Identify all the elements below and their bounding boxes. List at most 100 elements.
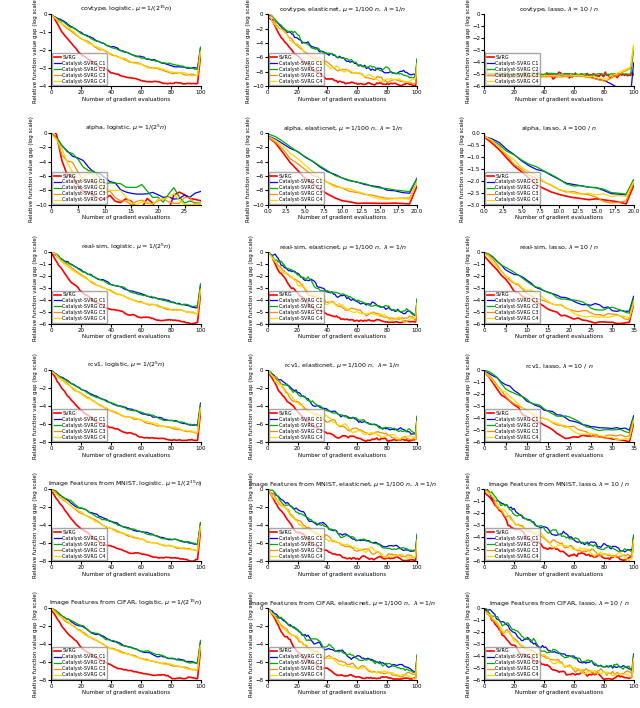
Catalyst-SVRG C3 — [122, 197, 130, 205]
Y-axis label: Relative function value gap (log scale): Relative function value gap (log scale) — [465, 0, 470, 103]
Catalyst-SVRG C4 — [111, 186, 119, 195]
Line: Catalyst-SVRG C2: Catalyst-SVRG C2 — [484, 252, 634, 314]
Catalyst-SVRG C4 — [585, 72, 593, 81]
Catalyst-SVRG C4 — [557, 421, 565, 429]
Catalyst-SVRG C3 — [563, 188, 570, 196]
Catalyst-SVRG C1 — [331, 170, 339, 178]
Catalyst-SVRG C3 — [630, 535, 637, 544]
SVRG — [413, 64, 421, 72]
Catalyst-SVRG C2 — [376, 66, 383, 74]
Catalyst-SVRG C4 — [301, 640, 309, 649]
Catalyst-SVRG C1 — [579, 300, 586, 309]
Catalyst-SVRG C3 — [333, 300, 340, 309]
Line: Catalyst-SVRG C2: Catalyst-SVRG C2 — [484, 607, 634, 671]
Catalyst-SVRG C1 — [532, 165, 540, 173]
Catalyst-SVRG C2 — [186, 197, 194, 205]
Catalyst-SVRG C1 — [264, 132, 271, 140]
Line: Catalyst-SVRG C3: Catalyst-SVRG C3 — [268, 137, 417, 198]
Line: Catalyst-SVRG C3: Catalyst-SVRG C3 — [484, 610, 634, 675]
SVRG — [376, 79, 383, 87]
Catalyst-SVRG C1 — [194, 64, 202, 73]
Catalyst-SVRG C3 — [186, 193, 194, 202]
SVRG — [324, 190, 332, 198]
Line: Catalyst-SVRG C1: Catalyst-SVRG C1 — [268, 253, 417, 316]
SVRG — [264, 367, 271, 376]
Catalyst-SVRG C4 — [625, 435, 633, 443]
Catalyst-SVRG C1 — [346, 176, 354, 185]
Catalyst-SVRG C3 — [548, 299, 556, 308]
SVRG — [180, 675, 188, 683]
SVRG — [196, 408, 204, 416]
Catalyst-SVRG C1 — [264, 604, 271, 612]
Catalyst-SVRG C4 — [159, 303, 167, 312]
Catalyst-SVRG C4 — [532, 171, 540, 180]
Catalyst-SVRG C2 — [532, 282, 540, 291]
SVRG — [557, 312, 565, 320]
Catalyst-SVRG C4 — [604, 313, 612, 321]
Y-axis label: Relative function value gap (log scale): Relative function value gap (log scale) — [249, 234, 254, 341]
Catalyst-SVRG C3 — [196, 285, 204, 293]
Catalyst-SVRG C2 — [376, 659, 383, 668]
Catalyst-SVRG C4 — [579, 430, 586, 439]
Catalyst-SVRG C2 — [481, 603, 488, 612]
SVRG — [47, 487, 55, 496]
SVRG — [413, 182, 421, 190]
SVRG — [84, 292, 92, 301]
Catalyst-SVRG C1 — [152, 532, 159, 540]
Catalyst-SVRG C4 — [100, 183, 108, 192]
SVRG — [159, 554, 167, 562]
Line: Catalyst-SVRG C3: Catalyst-SVRG C3 — [268, 491, 417, 557]
SVRG — [159, 316, 167, 325]
Catalyst-SVRG C2 — [279, 137, 287, 145]
SVRG — [506, 280, 514, 289]
Line: Catalyst-SVRG C1: Catalyst-SVRG C1 — [268, 372, 417, 434]
Catalyst-SVRG C2 — [95, 173, 103, 181]
SVRG — [583, 432, 591, 440]
Catalyst-SVRG C1 — [625, 307, 633, 315]
SVRG — [545, 305, 552, 314]
Catalyst-SVRG C1 — [369, 182, 376, 190]
Catalyst-SVRG C2 — [301, 275, 309, 283]
Catalyst-SVRG C3 — [301, 522, 309, 530]
Catalyst-SVRG C4 — [481, 367, 488, 376]
SVRG — [630, 535, 637, 544]
Catalyst-SVRG C3 — [548, 181, 556, 190]
Catalyst-SVRG C1 — [413, 296, 421, 304]
SVRG — [279, 148, 287, 156]
SVRG — [532, 299, 540, 307]
Catalyst-SVRG C1 — [622, 190, 630, 199]
Catalyst-SVRG C4 — [63, 158, 71, 166]
SVRG — [47, 124, 55, 132]
Catalyst-SVRG C1 — [116, 46, 124, 55]
Catalyst-SVRG C1 — [577, 181, 585, 190]
Catalyst-SVRG C2 — [593, 542, 600, 550]
Catalyst-SVRG C3 — [409, 80, 417, 88]
SVRG — [591, 430, 599, 439]
SVRG — [481, 605, 488, 614]
Catalyst-SVRG C2 — [196, 199, 204, 207]
Catalyst-SVRG C1 — [593, 74, 600, 83]
Catalyst-SVRG C2 — [324, 166, 332, 175]
Catalyst-SVRG C1 — [570, 297, 578, 306]
Catalyst-SVRG C2 — [604, 304, 612, 312]
Catalyst-SVRG C1 — [493, 257, 501, 266]
SVRG — [58, 501, 65, 510]
Catalyst-SVRG C1 — [152, 413, 159, 421]
Catalyst-SVRG C2 — [413, 295, 421, 303]
Catalyst-SVRG C1 — [609, 424, 616, 433]
Catalyst-SVRG C3 — [376, 549, 383, 557]
SVRG — [316, 185, 324, 194]
Catalyst-SVRG C1 — [518, 72, 525, 80]
Catalyst-SVRG C1 — [159, 59, 167, 68]
Catalyst-SVRG C1 — [604, 424, 612, 433]
Catalyst-SVRG C1 — [593, 183, 600, 192]
Catalyst-SVRG C1 — [570, 417, 578, 426]
Catalyst-SVRG C3 — [481, 131, 488, 139]
Catalyst-SVRG C2 — [331, 171, 339, 180]
Legend: SVRG, Catalyst-SVRG C1, Catalyst-SVRG C2, Catalyst-SVRG C3, Catalyst-SVRG C4: SVRG, Catalyst-SVRG C1, Catalyst-SVRG C2… — [52, 53, 108, 85]
SVRG — [180, 79, 188, 88]
Catalyst-SVRG C2 — [170, 183, 178, 192]
SVRG — [132, 202, 140, 211]
SVRG — [413, 539, 421, 547]
Catalyst-SVRG C2 — [630, 651, 637, 659]
